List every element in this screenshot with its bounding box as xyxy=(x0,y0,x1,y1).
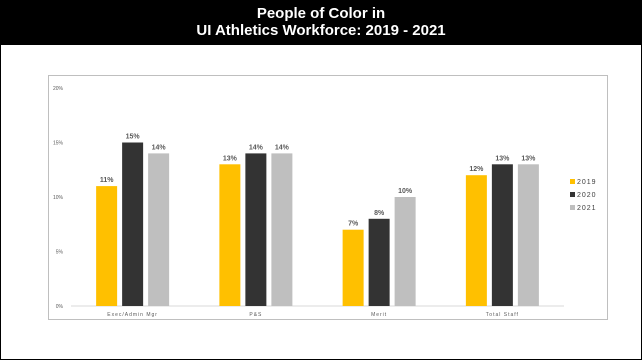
bar-2020-2 xyxy=(368,218,390,306)
data-label: 13% xyxy=(521,155,536,162)
y-tick-label: 0% xyxy=(56,304,64,310)
slide-header: People of Color in UI Athletics Workforc… xyxy=(1,1,641,45)
data-label: 11% xyxy=(100,177,114,184)
y-tick-label: 15% xyxy=(53,141,64,147)
data-label: 12% xyxy=(469,166,484,173)
bar-2021-0 xyxy=(148,153,170,306)
bar-2019-1 xyxy=(219,164,241,306)
data-label: 15% xyxy=(126,134,141,141)
legend-swatch-2020 xyxy=(570,192,575,197)
bar-2020-0 xyxy=(122,142,144,306)
data-label: 7% xyxy=(348,221,359,228)
y-tick-label: 20% xyxy=(53,86,64,92)
data-label: 13% xyxy=(223,155,238,162)
legend-label: 2021 xyxy=(577,205,597,212)
title-line-2: UI Athletics Workforce: 2019 - 2021 xyxy=(196,22,446,39)
y-tick-label: 10% xyxy=(53,195,64,201)
chart-area: 0% 5% 10% 15% 20% 11% 15% 14% Exec/Admin Mgr 13% 1… xyxy=(48,75,608,320)
bar-2019-3 xyxy=(465,175,487,306)
data-label: 14% xyxy=(152,144,167,151)
bar-2021-2 xyxy=(394,197,416,306)
bar-2021-3 xyxy=(517,164,539,306)
bar-2021-1 xyxy=(271,153,293,306)
bar-2019-0 xyxy=(96,186,118,306)
data-label: 10% xyxy=(398,188,413,195)
legend-swatch-2019 xyxy=(570,179,575,184)
data-label: 14% xyxy=(275,144,290,151)
data-label: 14% xyxy=(249,144,264,151)
legend-label: 2020 xyxy=(577,192,597,199)
bar-2019-2 xyxy=(342,229,364,306)
data-label: 13% xyxy=(495,155,510,162)
title-line-1: People of Color in xyxy=(256,5,386,22)
bar-2020-3 xyxy=(491,164,513,306)
x-tick-label: P&S xyxy=(249,312,262,318)
x-tick-label: Merit xyxy=(371,312,387,318)
data-label: 8% xyxy=(374,210,385,217)
y-tick-label: 5% xyxy=(56,250,64,256)
legend-swatch-2021 xyxy=(570,205,575,210)
x-tick-label: Total Staff xyxy=(486,312,519,318)
x-tick-label: Exec/Admin Mgr xyxy=(107,312,158,318)
legend-label: 2019 xyxy=(577,179,597,186)
bar-chart: 0% 5% 10% 15% 20% 11% 15% 14% Exec/Admin Mgr 13% 1… xyxy=(53,86,597,318)
bar-2020-1 xyxy=(245,153,267,306)
